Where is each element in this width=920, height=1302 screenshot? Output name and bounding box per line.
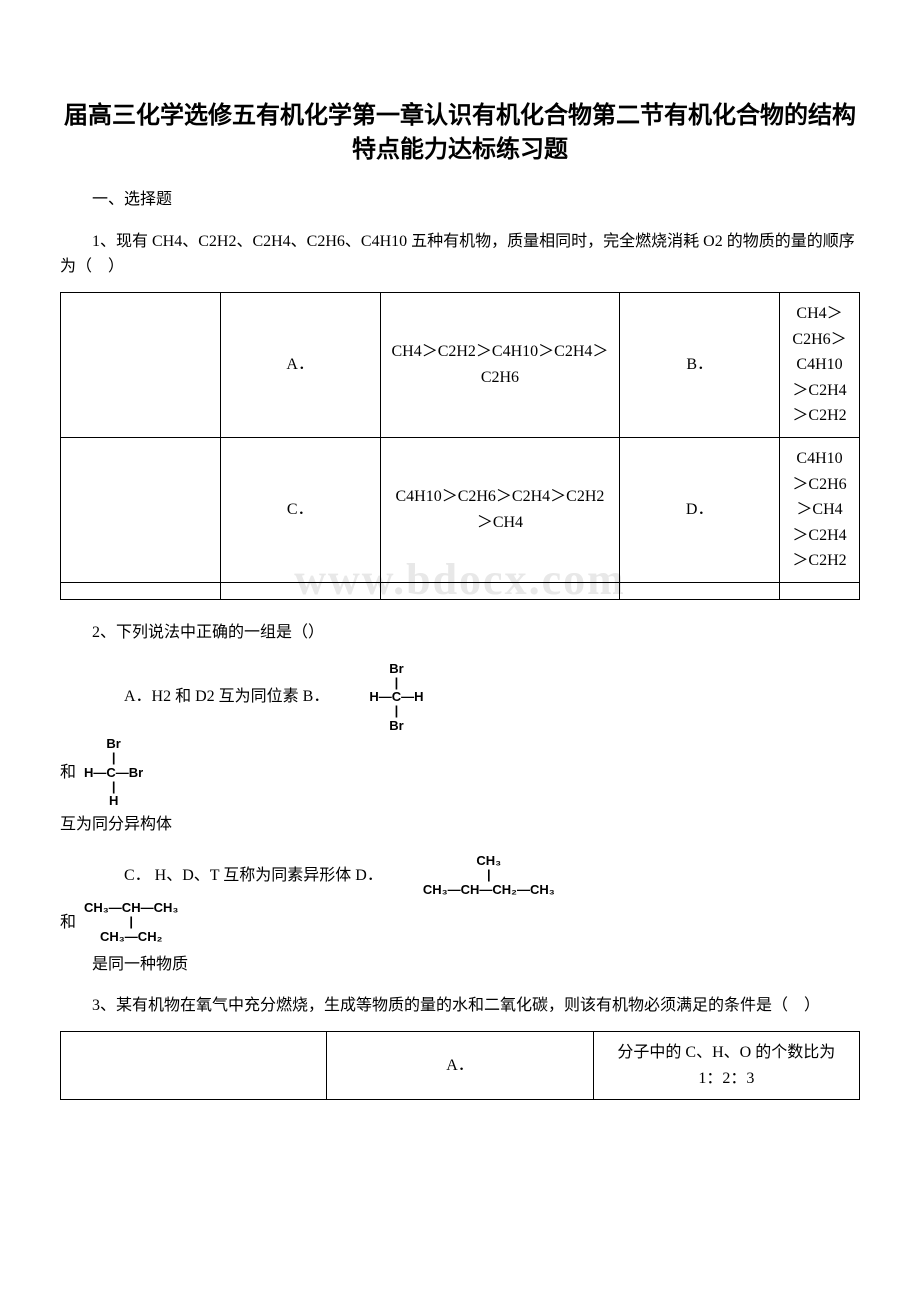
table-row: C． C4H10＞C2H6＞C2H4＞C2H2＞CH4 D． C4H10＞C2H… [61, 437, 860, 582]
option-text: 互为同分异构体 [60, 812, 860, 838]
chemical-structure: Br | H—C—Br | H [84, 737, 143, 808]
table-row: A． 分子中的 C、H、O 的个数比为 1：2：3 [61, 1032, 860, 1100]
chemical-structure: CH₃—CH—CH₃ | CH₃—CH₂ [84, 901, 178, 944]
option-content: CH4＞C2H6＞C4H10＞C2H4＞C2H2 [780, 292, 860, 437]
formula-line: | [84, 780, 143, 794]
formula-line: | [84, 751, 143, 765]
option-content: C4H10＞C2H6＞CH4＞C2H4＞C2H2 [780, 437, 860, 582]
question-2-option-d-cont: 和 CH₃—CH—CH₃ | CH₃—CH₂ [60, 901, 860, 944]
table-row: A． CH4＞C2H2＞C4H10＞C2H4＞C2H6 B． CH4＞C2H6＞… [61, 292, 860, 437]
document-content: 届高三化学选修五有机化学第一章认识有机化合物第二节有机化合物的结构特点能力达标练… [60, 100, 860, 1100]
option-content: 分子中的 C、H、O 的个数比为 1：2：3 [593, 1032, 859, 1100]
question-2-option-a-b: A．H2 和 D2 互为同位素 B． Br | H—C—H | Br [60, 662, 860, 733]
formula-line: Br [84, 737, 143, 751]
option-label: D． [620, 437, 780, 582]
question-3-text: 3、某有机物在氧气中充分燃烧，生成等物质的量的水和二氧化碳，则该有机物必须满足的… [60, 993, 860, 1019]
question-2-option-c-d: C． H、D、T 互称为同素异形体 D． CH₃ | CH₃—CH—CH₂—CH… [60, 854, 860, 897]
formula-line: CH₃—CH₂ [84, 930, 178, 944]
question-2-option-b-cont: 和 Br | H—C—Br | H [60, 737, 860, 808]
document-title: 届高三化学选修五有机化学第一章认识有机化合物第二节有机化合物的结构特点能力达标练… [60, 100, 860, 167]
option-text: 是同一种物质 [60, 952, 860, 978]
formula-line: CH₃—CH—CH₂—CH₃ [391, 883, 555, 897]
formula-line: CH₃—CH—CH₃ [84, 901, 178, 915]
table-row [61, 582, 860, 599]
option-text: 和 [60, 910, 76, 936]
option-text: 和 [60, 760, 76, 786]
formula-line: Br [337, 719, 423, 733]
option-text: A．H2 和 D2 互为同位素 B． [92, 684, 329, 710]
formula-line: CH₃ [391, 854, 555, 868]
option-content: C4H10＞C2H6＞C2H4＞C2H2＞CH4 [380, 437, 620, 582]
formula-line: | [337, 704, 423, 718]
question-1-options-table: A． CH4＞C2H2＞C4H10＞C2H4＞C2H6 B． CH4＞C2H6＞… [60, 292, 860, 600]
empty-cell [620, 582, 780, 599]
option-label: A． [220, 292, 380, 437]
question-3-options-table: A． 分子中的 C、H、O 的个数比为 1：2：3 [60, 1031, 860, 1100]
option-content: CH4＞C2H2＞C4H10＞C2H4＞C2H6 [380, 292, 620, 437]
formula-line: H—C—H [337, 690, 423, 704]
option-label: B． [620, 292, 780, 437]
question-2-text: 2、下列说法中正确的一组是（） [60, 620, 860, 646]
option-label: A． [327, 1032, 593, 1100]
formula-line: H [84, 794, 143, 808]
chemical-structure: CH₃ | CH₃—CH—CH₂—CH₃ [391, 854, 555, 897]
empty-cell [61, 292, 221, 437]
question-1-text: 1、现有 CH4、C2H2、C2H4、C2H6、C4H10 五种有机物，质量相同… [60, 229, 860, 280]
option-text: C． H、D、T 互称为同素异形体 D． [92, 863, 383, 889]
option-label: C． [220, 437, 380, 582]
formula-line: Br [337, 662, 423, 676]
empty-cell [61, 437, 221, 582]
formula-line: | [337, 676, 423, 690]
formula-line: | [84, 915, 178, 929]
empty-cell [61, 582, 221, 599]
empty-cell [61, 1032, 327, 1100]
empty-cell [380, 582, 620, 599]
formula-line: | [391, 868, 555, 882]
chemical-structure: Br | H—C—H | Br [337, 662, 423, 733]
section-heading: 一、选择题 [60, 187, 860, 213]
empty-cell [780, 582, 860, 599]
empty-cell [220, 582, 380, 599]
formula-line: H—C—Br [84, 766, 143, 780]
